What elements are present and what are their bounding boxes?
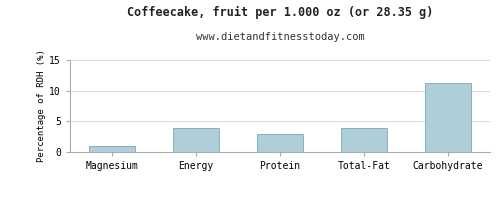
Bar (257, 134, 303, 152)
Bar (173, 128, 219, 152)
Bar (89, 146, 135, 152)
Text: www.dietandfitnesstoday.com: www.dietandfitnesstoday.com (196, 32, 364, 42)
Bar (425, 83, 471, 152)
Text: Coffeecake, fruit per 1.000 oz (or 28.35 g): Coffeecake, fruit per 1.000 oz (or 28.35… (127, 6, 433, 19)
Y-axis label: Percentage of RDH (%): Percentage of RDH (%) (38, 50, 46, 162)
Bar (341, 128, 387, 152)
